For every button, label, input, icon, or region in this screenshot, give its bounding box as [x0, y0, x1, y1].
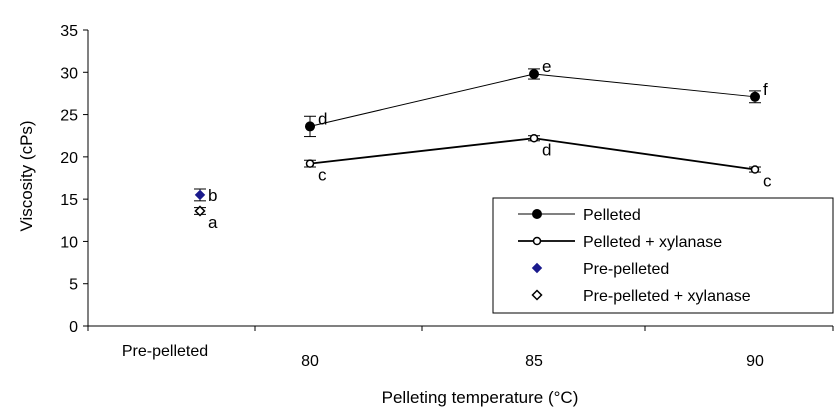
series-line [309, 73, 756, 127]
significance-letter: d [542, 140, 551, 159]
y-tick-label: 15 [60, 192, 78, 209]
y-tick-label: 35 [60, 23, 78, 40]
legend-label: Pelleted [583, 207, 641, 224]
legend-label: Pelleted + xylanase [583, 234, 722, 251]
data-marks: d e f c d c ba [194, 57, 772, 232]
data-point [750, 165, 760, 174]
x-tick-label: 80 [301, 353, 319, 370]
data-point [529, 134, 539, 143]
data-point [305, 159, 315, 168]
series-pre-pelleted-xylanase: a [194, 205, 218, 232]
y-tick-label: 25 [60, 108, 78, 125]
significance-letter: b [208, 186, 217, 205]
series-pelleted: d e f [304, 57, 768, 138]
x-axis-title: Pelleting temperature (°C) [382, 388, 579, 407]
data-point [750, 91, 760, 102]
legend-marker [532, 209, 542, 219]
legend-label: Pre-pelleted + xylanase [583, 288, 751, 305]
y-tick-label: 0 [69, 319, 78, 336]
legend: Pelleted Pelleted + xylanase Pre-pelleted P… [492, 197, 834, 314]
series-pelleted-xylanase: c d c [304, 134, 772, 191]
legend-marker [531, 289, 543, 301]
legend-marker [532, 236, 542, 246]
legend-item: Pelleted [518, 207, 641, 224]
data-point [529, 68, 539, 79]
significance-letter: d [318, 109, 327, 128]
tick-labels: 0 5 10 15 20 25 30 35 Pre-pelleted 80 85 90 [60, 23, 764, 370]
y-tick-label: 5 [69, 277, 78, 294]
significance-letter: f [763, 80, 768, 99]
series-line [309, 137, 756, 171]
legend-marker [531, 262, 543, 274]
y-axis-title: Viscosity (cPs) [17, 120, 36, 231]
data-point [305, 121, 315, 132]
legend-item: Pre-pelleted + xylanase [531, 288, 751, 305]
x-tick-label: 90 [746, 353, 764, 370]
x-tick-label: Pre-pelleted [122, 343, 208, 360]
legend-box [492, 197, 834, 314]
significance-letter: c [318, 166, 327, 185]
y-tick-label: 20 [60, 150, 78, 167]
series-pre-pelleted: b [194, 186, 217, 205]
legend-item: Pelleted + xylanase [518, 234, 722, 251]
axes [83, 29, 834, 331]
legend-item: Pre-pelleted [531, 261, 669, 278]
significance-letter: a [208, 213, 218, 232]
y-tick-label: 30 [60, 65, 78, 82]
significance-letter: c [763, 172, 772, 191]
y-tick-label: 10 [60, 234, 78, 251]
legend-label: Pre-pelleted [583, 261, 669, 278]
data-point [194, 189, 206, 201]
data-point [194, 205, 206, 217]
x-tick-label: 85 [525, 353, 543, 370]
significance-letter: e [542, 57, 551, 76]
